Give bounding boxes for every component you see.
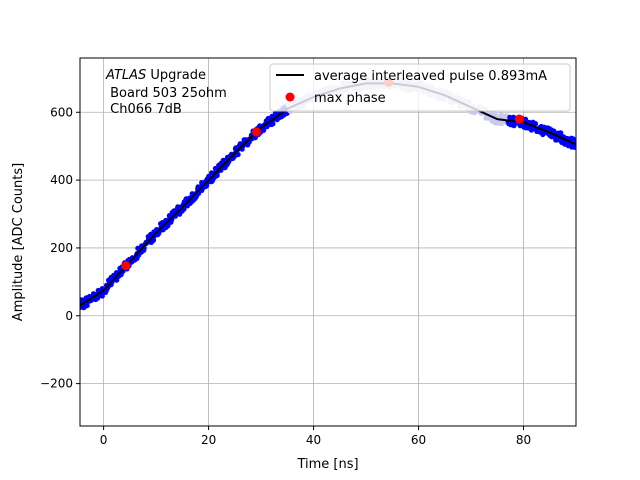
plot-frame	[79, 57, 577, 427]
y-tick-label: 200	[50, 241, 73, 255]
y-tick-label: 400	[50, 173, 73, 187]
sample-point	[522, 116, 529, 122]
x-axis-label: Time [ns]	[296, 457, 358, 472]
y-axis-ticks: −200 0 200 400 600	[40, 105, 80, 391]
x-tick-label: 40	[306, 433, 321, 447]
sample-point	[235, 151, 241, 158]
sample-point	[261, 127, 267, 133]
svg-text:ATLAS Upgrade: ATLAS Upgrade	[105, 68, 206, 83]
sample-point	[165, 223, 171, 229]
annotation-line1: Upgrade	[146, 68, 206, 83]
y-tick-label: 600	[50, 105, 73, 119]
atlas-annotation: ATLAS Upgrade Board 503 25ohm Ch066 7dB	[105, 68, 227, 117]
sample-point	[532, 120, 538, 127]
sample-point	[558, 130, 564, 136]
x-tick-label: 80	[516, 433, 531, 447]
annotation-italic: ATLAS	[105, 68, 146, 83]
sample-point	[492, 110, 498, 116]
x-tick-label: 0	[100, 433, 108, 447]
legend-box	[269, 63, 571, 112]
y-axis-label: Amplitude [ADC Counts]	[11, 163, 26, 321]
max-phase-point	[514, 114, 524, 124]
sample-point	[150, 237, 157, 243]
legend-entry-max-phase: max phase	[314, 91, 386, 106]
max-phase-point	[251, 127, 261, 137]
sample-point	[214, 172, 220, 179]
legend: average interleaved pulse 0.893mA max ph…	[269, 63, 571, 112]
x-tick-label: 20	[201, 433, 216, 447]
legend-dot-marker	[285, 92, 295, 102]
y-tick-label: −200	[40, 377, 73, 391]
legend-entry-average: average interleaved pulse 0.893mA	[314, 69, 547, 84]
max-phase-point	[121, 261, 131, 271]
annotation-line2: Board 503 25ohm	[106, 86, 227, 101]
annotation-line3: Ch066 7dB	[106, 102, 182, 117]
x-axis-ticks: 0 20 40 60 80	[100, 426, 531, 447]
y-tick-label: 0	[65, 309, 73, 323]
sample-point	[270, 121, 276, 127]
sample-point	[99, 293, 105, 299]
x-tick-label: 60	[411, 433, 426, 447]
sample-point	[84, 302, 90, 309]
